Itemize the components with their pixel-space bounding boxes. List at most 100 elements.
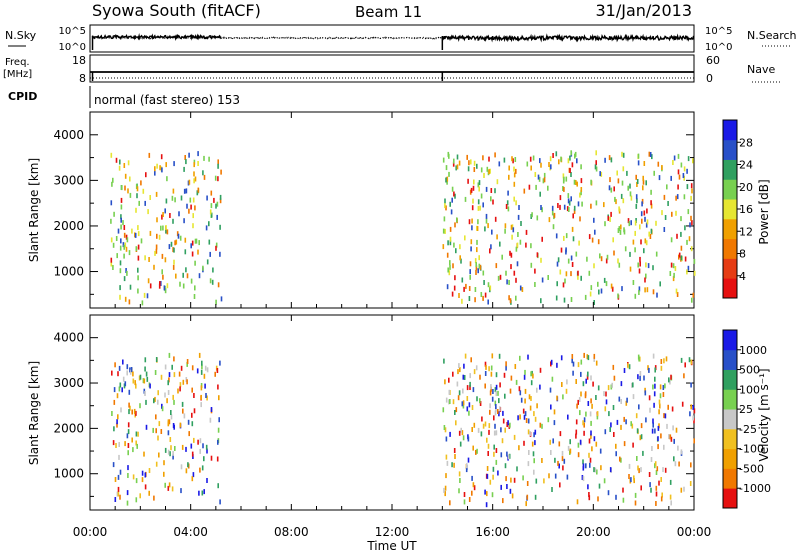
velocity-point xyxy=(117,491,120,497)
velocity-point xyxy=(138,375,141,381)
velocity-point xyxy=(615,451,617,457)
power-point xyxy=(110,152,113,158)
power-point xyxy=(197,161,199,166)
velocity-point xyxy=(128,402,130,408)
power-point xyxy=(120,217,122,223)
power-point xyxy=(162,212,164,217)
velocity-point xyxy=(593,353,596,359)
velocity-point xyxy=(135,478,138,484)
velocity-point xyxy=(119,494,121,500)
power-point xyxy=(137,267,139,273)
velocity-point xyxy=(637,374,639,380)
power-point xyxy=(634,230,636,236)
power-point xyxy=(567,158,570,164)
velocity-point xyxy=(653,391,656,397)
power-point xyxy=(208,156,210,162)
velocity-point xyxy=(490,384,492,390)
velocity-point xyxy=(592,381,594,387)
power-point xyxy=(655,220,657,226)
power-point xyxy=(680,255,683,261)
power-point xyxy=(470,187,473,193)
velocity-point xyxy=(177,388,179,394)
velocity-point xyxy=(536,403,538,409)
velocity-point xyxy=(135,497,138,503)
power-point xyxy=(520,221,522,226)
power-point xyxy=(469,274,471,280)
velocity-point xyxy=(660,433,662,439)
velocity-point xyxy=(126,364,129,370)
power-point xyxy=(632,280,635,285)
velocity-point xyxy=(571,358,573,364)
power-point xyxy=(644,238,647,244)
power-point xyxy=(129,192,132,198)
power-point xyxy=(553,212,556,218)
power-point xyxy=(149,230,152,236)
power-point xyxy=(642,175,644,181)
velocity-point xyxy=(116,422,118,428)
velocity-point xyxy=(191,421,194,427)
power-point xyxy=(211,279,214,285)
power-point xyxy=(169,213,171,218)
power-point xyxy=(110,200,113,206)
power-point xyxy=(540,162,542,168)
power-point xyxy=(534,282,536,287)
velocity-point xyxy=(171,364,173,370)
velocity-point xyxy=(142,378,145,384)
velocity-point xyxy=(157,390,159,396)
velocity-point xyxy=(612,364,615,370)
power-point xyxy=(567,198,570,204)
power-point xyxy=(571,162,574,168)
velocity-point xyxy=(117,371,119,377)
velocity-point xyxy=(203,373,206,379)
power-point xyxy=(578,240,580,246)
velocity-point xyxy=(144,472,147,478)
velocity-point xyxy=(495,404,497,409)
velocity-colorbar-segment xyxy=(723,330,737,351)
power-point xyxy=(575,251,578,257)
velocity-point xyxy=(172,450,174,456)
power-point xyxy=(120,197,123,203)
velocity-point xyxy=(131,409,133,415)
velocity-point xyxy=(187,419,190,425)
velocity-point xyxy=(677,445,679,451)
power-point xyxy=(219,251,221,257)
power-point xyxy=(570,255,573,261)
power-point xyxy=(653,170,655,176)
power-point xyxy=(179,235,182,241)
power-point xyxy=(178,211,180,217)
power-point xyxy=(172,188,175,194)
cpid-label: CPID xyxy=(8,90,37,103)
velocity-point xyxy=(164,364,167,370)
power-point xyxy=(568,200,571,206)
power-point xyxy=(565,233,568,239)
power-point xyxy=(454,222,456,228)
velocity-point xyxy=(463,492,466,497)
velocity-point xyxy=(181,401,184,407)
power-point xyxy=(156,233,158,239)
power-point xyxy=(515,168,517,174)
velocity-point xyxy=(539,384,541,390)
power-point xyxy=(575,180,577,185)
velocity-point xyxy=(562,465,564,471)
velocity-point xyxy=(652,353,655,359)
velocity-point xyxy=(499,382,501,388)
velocity-point xyxy=(489,390,492,396)
velocity-point xyxy=(654,428,656,434)
velocity-point xyxy=(479,401,482,406)
power-point xyxy=(120,204,123,210)
velocity-point xyxy=(659,403,661,409)
velocity-point xyxy=(210,455,213,461)
velocity-point xyxy=(611,382,613,388)
power-point xyxy=(480,167,483,173)
velocity-point xyxy=(462,400,465,406)
velocity-point xyxy=(153,398,155,404)
velocity-point xyxy=(589,457,592,463)
power-point xyxy=(570,172,572,177)
velocity-point xyxy=(163,471,165,477)
velocity-point xyxy=(448,399,450,405)
power-point xyxy=(508,174,510,180)
velocity-point xyxy=(216,368,219,373)
power-point xyxy=(579,216,581,222)
velocity-point xyxy=(628,474,630,479)
power-point xyxy=(173,259,175,265)
